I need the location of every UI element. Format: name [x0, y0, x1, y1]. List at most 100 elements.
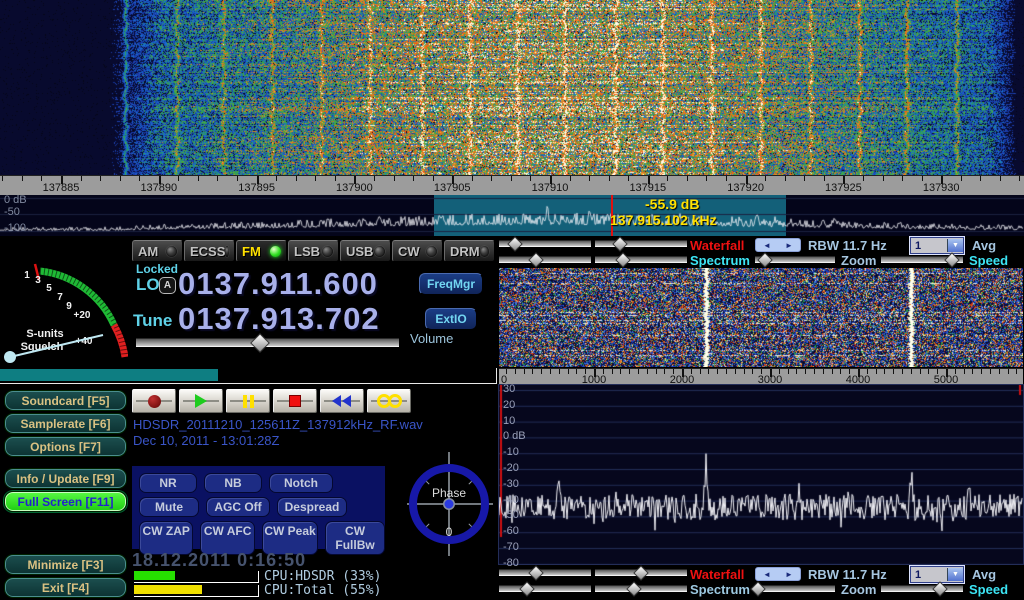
rf-spectrum-panel[interactable]: 0 dB -50 -100 -55.9 dB 137.915.102 kHz [0, 195, 1024, 236]
pause-button[interactable] [226, 389, 270, 413]
ruler-minor-tick [726, 176, 728, 181]
zoom-slider[interactable] [755, 251, 835, 268]
audio-db-label: -30 [503, 477, 519, 490]
ruler-minor-tick [541, 369, 543, 374]
ruler-minor-tick [510, 176, 512, 181]
spectrum-slider-1[interactable] [499, 580, 591, 597]
extio-button[interactable]: ExtIO [425, 308, 477, 330]
stop-button[interactable] [273, 389, 317, 413]
ruler-minor-tick [100, 176, 102, 181]
dsp-button-despread[interactable]: Despread [277, 497, 347, 517]
rewind-button[interactable] [320, 389, 364, 413]
zoom-slider[interactable] [750, 580, 835, 597]
spectrum-slider-2-thumb[interactable] [625, 580, 642, 597]
avg-select[interactable]: 1 ▼ [910, 566, 964, 583]
spectrum-slider-2-thumb[interactable] [614, 251, 631, 268]
waterfall-scroll-arrows[interactable]: ◄ ► [755, 567, 801, 581]
avg-select[interactable]: 1 ▼ [910, 237, 964, 254]
freqmgr-button[interactable]: FreqMgr [419, 273, 483, 295]
rf-frequency-ruler[interactable]: 137885 137890 137895 137900 137905 137910 1379… [0, 175, 1024, 196]
audio-frequency-ruler[interactable]: 1000 2000 3000 4000 5000 0 [499, 368, 1023, 385]
waterfall-slider-1-thumb[interactable] [506, 235, 523, 252]
spectrum-slider-2[interactable] [595, 251, 687, 268]
arrow-left-icon[interactable]: ◄ [763, 569, 771, 579]
locked-label: Locked [136, 262, 179, 276]
arrow-right-icon[interactable]: ► [785, 569, 793, 579]
speed-slider[interactable] [881, 580, 963, 597]
lo-frequency-display[interactable]: 0137.911.600 [178, 266, 378, 301]
ruler-minor-tick [21, 176, 23, 181]
dsp-button-cw-fullbw[interactable]: CW FullBw [325, 521, 385, 555]
mode-button-usb[interactable]: USB [340, 240, 391, 262]
dsp-button-agc-off[interactable]: AGC Off [206, 497, 270, 517]
ruler-minor-tick [664, 369, 666, 374]
waterfall-slider-1[interactable] [499, 564, 591, 581]
side-button-info[interactable]: Info / Update [F9] [4, 468, 127, 489]
dsp-button-notch[interactable]: Notch [269, 473, 333, 493]
loop-button[interactable] [367, 389, 411, 413]
volume-slider[interactable] [136, 332, 399, 353]
speed-label: Speed [969, 253, 1009, 268]
dropdown-arrow-icon[interactable]: ▼ [947, 568, 963, 581]
side-button-options[interactable]: Options [F7] [4, 436, 127, 457]
mode-button-lsb[interactable]: LSB [288, 240, 339, 262]
record-button[interactable] [132, 389, 176, 413]
dsp-button-nb[interactable]: NB [204, 473, 262, 493]
ruler-major-tick [354, 176, 357, 184]
ruler-minor-tick [589, 176, 591, 181]
waterfall-slider-1[interactable] [499, 235, 591, 252]
spectrum-slider-1[interactable] [499, 251, 591, 268]
zoom-slider-thumb[interactable] [756, 251, 773, 268]
speed-slider-thumb[interactable] [932, 580, 948, 597]
speed-slider-thumb[interactable] [943, 251, 960, 268]
rf-waterfall-canvas[interactable] [0, 0, 1024, 175]
mode-button-fm[interactable]: FM [236, 240, 287, 262]
arrow-right-icon[interactable]: ► [785, 240, 793, 250]
waterfall-slider-1-thumb[interactable] [528, 564, 544, 581]
dsp-button-mute[interactable]: Mute [139, 497, 199, 517]
smeter-needle-pivot [4, 351, 16, 363]
dsp-button-cw-peak[interactable]: CW Peak [261, 521, 319, 555]
side-button-full[interactable]: Full Screen [F11] [4, 491, 127, 512]
ruler-minor-tick [960, 176, 962, 181]
mode-button-label: ECSS [190, 243, 226, 259]
zoom-slider-thumb[interactable] [750, 580, 766, 597]
lo-auto-button[interactable]: A [159, 277, 176, 294]
audio-spectrum-canvas[interactable] [499, 385, 1023, 564]
speed-slider[interactable] [881, 251, 963, 268]
tune-frequency-display[interactable]: 0137.913.702 [178, 301, 380, 336]
mode-button-cw[interactable]: CW [392, 240, 443, 262]
audio-waterfall-canvas[interactable] [499, 268, 1023, 367]
dropdown-arrow-icon[interactable]: ▼ [947, 239, 963, 252]
mode-button-ecss[interactable]: ECSS [184, 240, 235, 262]
side-button-samplerate[interactable]: Samplerate [F6] [4, 413, 127, 434]
ruler-minor-tick [954, 369, 956, 374]
side-button-exit[interactable]: Exit [F4] [4, 577, 127, 598]
mode-button-am[interactable]: AM [132, 240, 183, 262]
rbw-readout: RBW 11.7 Hz [808, 238, 887, 253]
waterfall-scroll-arrows[interactable]: ◄ ► [755, 238, 801, 252]
ruler-minor-tick [611, 369, 613, 374]
audio-spectrum-panel[interactable]: 30 20 10 0 dB -10 -20 -30 -40 -50 -60 -70 -80 [498, 383, 1024, 569]
rf-spectrum-canvas[interactable] [0, 195, 1024, 236]
waterfall-slider-2[interactable] [595, 564, 687, 581]
dsp-button-cw-afc[interactable]: CW AFC [200, 521, 255, 555]
spectrum-label: Spectrum [690, 582, 750, 597]
mode-button-drm[interactable]: DRM [444, 240, 495, 262]
spectrum-slider-1-thumb[interactable] [528, 251, 544, 268]
ruler-minor-tick [491, 176, 493, 181]
dsp-button-cw-zap[interactable]: CW ZAP [139, 521, 194, 555]
spectrum-slider-1-thumb[interactable] [518, 580, 535, 597]
waterfall-slider-2-thumb[interactable] [633, 564, 649, 581]
spectrum-slider-2[interactable] [595, 580, 687, 597]
dsp-button-nr[interactable]: NR [139, 473, 197, 493]
play-button[interactable] [179, 389, 223, 413]
waterfall-slider-2-thumb[interactable] [612, 235, 628, 252]
arrow-left-icon[interactable]: ◄ [763, 240, 771, 250]
squelch-bar[interactable] [0, 368, 497, 384]
phase-title: Phase [432, 486, 466, 500]
side-button-minimize[interactable]: Minimize [F3] [4, 554, 127, 575]
tune-marker-line[interactable] [611, 195, 613, 236]
side-button-soundcard[interactable]: Soundcard [F5] [4, 390, 127, 411]
waterfall-slider-2[interactable] [595, 235, 687, 252]
